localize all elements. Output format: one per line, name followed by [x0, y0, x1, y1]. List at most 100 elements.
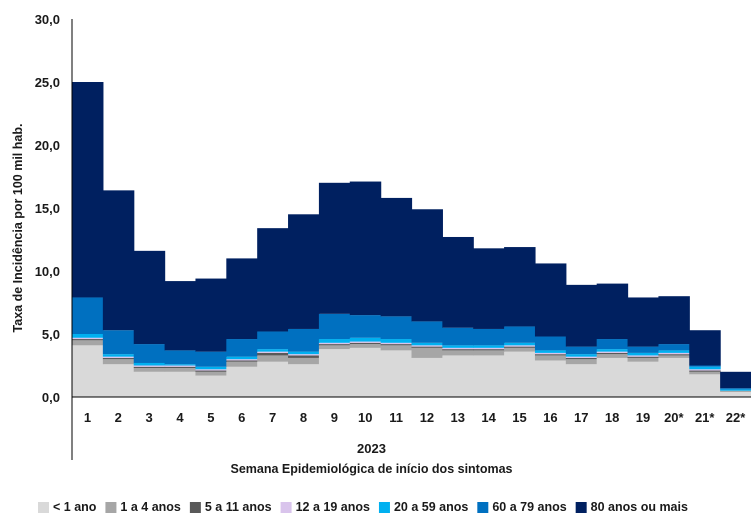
bar-segment [102, 357, 135, 360]
bar-segment [473, 355, 505, 397]
bar-segment [288, 355, 320, 358]
bar-segment [411, 321, 443, 343]
x-tick-label: 9 [331, 410, 338, 425]
bar-segment [658, 357, 690, 397]
bar-segment [226, 339, 258, 357]
bar-segment [133, 365, 166, 367]
bar-segment [596, 357, 629, 397]
bar-segment [195, 375, 227, 397]
bar-segment [226, 366, 258, 397]
bar-segment [720, 391, 751, 397]
bar-segment [596, 354, 629, 358]
legend-label: 20 a 59 anos [394, 500, 468, 514]
bar-segment [164, 365, 197, 367]
bar-segment [504, 346, 536, 348]
x-tick-label: 10 [358, 410, 372, 425]
bar-segment [164, 366, 197, 369]
bar-segment [689, 374, 721, 397]
bar-segment [411, 342, 443, 346]
y-tick-label: 30,0 [35, 12, 60, 27]
bar-segment [133, 371, 166, 397]
legend-swatch [280, 502, 292, 513]
bar-segment [288, 364, 320, 397]
bar-segment [380, 344, 413, 346]
x-axis-title: Semana Epidemiológica de início dos sint… [230, 462, 512, 476]
bar-segment [102, 359, 135, 365]
bar-segment [102, 330, 135, 355]
bar-segment [380, 197, 413, 317]
bar-segment [534, 336, 567, 351]
legend-swatch [477, 502, 489, 513]
y-axis-ticks: 0,0 5,0 10,0 15,0 20,0 25,0 30,0 [35, 12, 60, 405]
bar-segment [658, 296, 690, 345]
bar-segment [627, 357, 660, 362]
legend-swatch [105, 502, 117, 513]
bar-segment [257, 361, 289, 397]
bar-segment [658, 355, 690, 358]
x-tick-label: 3 [146, 410, 153, 425]
x-tick-label: 6 [238, 410, 245, 425]
bar-segment [349, 181, 382, 316]
bar-segment [195, 351, 227, 367]
bar-segment [442, 236, 474, 328]
bar-segment [442, 347, 474, 350]
bar-segment [349, 344, 382, 348]
bar-segment [504, 342, 536, 346]
bar-segment [596, 352, 629, 355]
bar-segment [411, 346, 443, 348]
bar-segment [720, 388, 751, 390]
bar-segment [658, 354, 690, 356]
y-tick-label: 0,0 [42, 390, 60, 405]
legend-label: 1 a 4 anos [120, 500, 180, 514]
bar-segment [473, 328, 505, 346]
bar-segment [226, 361, 258, 367]
x-group-label: 2023 [357, 441, 386, 456]
bar-segment [565, 359, 598, 365]
x-tick-label: 13 [451, 410, 465, 425]
legend-swatch [189, 502, 201, 513]
x-tick-label: 4 [176, 410, 184, 425]
bar-segment [318, 313, 351, 340]
legend-swatch [38, 502, 49, 513]
bar-segment [257, 352, 289, 356]
x-tick-label: 15 [512, 410, 526, 425]
bar-segment [596, 339, 629, 350]
bar-segment [534, 263, 567, 337]
x-axis-ticks: 1 2 3 4 5 6 7 8 9 10 11 12 13 14 15 16 17 18 19 20* 21* 22* [84, 410, 746, 425]
bar-segment [195, 278, 227, 352]
bar-segment [349, 315, 382, 338]
x-tick-label: 18 [605, 410, 619, 425]
bar-segment [411, 357, 443, 397]
bar-segment [473, 349, 505, 351]
bar-segment [349, 341, 382, 343]
bar-segment [627, 356, 660, 358]
bar-segment [257, 331, 289, 350]
bar-segment [133, 366, 166, 369]
x-tick-label: 14 [481, 410, 496, 425]
bar-segment [658, 352, 690, 355]
bar-segment [627, 361, 660, 397]
bars [72, 82, 751, 397]
bar-segment [689, 370, 721, 372]
bar-segment [658, 344, 690, 351]
bar-segment [257, 355, 289, 362]
bar-segment [658, 350, 690, 353]
bar-segment [164, 368, 197, 372]
bar-segment [72, 339, 104, 341]
bar-segment [318, 344, 351, 346]
y-tick-label: 25,0 [35, 75, 60, 90]
bar-segment [565, 364, 598, 397]
bar-segment [318, 182, 351, 314]
bar-segment [596, 349, 629, 352]
bar-segment [504, 351, 536, 397]
bar-segment [504, 345, 536, 347]
legend-label: 12 a 19 anos [296, 500, 370, 514]
bar-segment [504, 326, 536, 343]
bar-segment [318, 349, 351, 397]
x-tick-label: 16 [543, 410, 557, 425]
x-tick-label: 2 [115, 410, 122, 425]
bar-segment [473, 350, 505, 356]
bar-segment [318, 342, 351, 345]
bar-segment [596, 283, 629, 340]
bar-segment [164, 371, 197, 397]
